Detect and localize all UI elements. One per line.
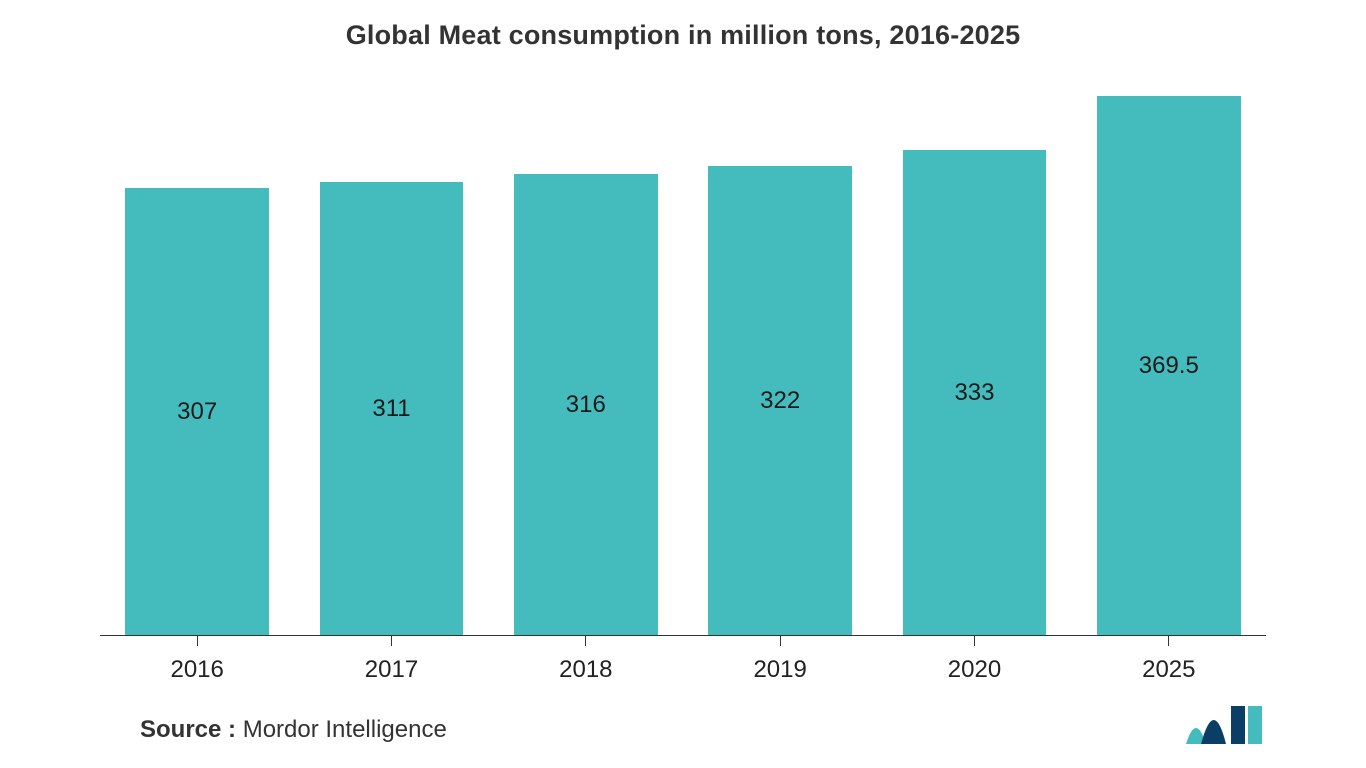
x-tick xyxy=(780,636,781,646)
bar-slot: 316 xyxy=(489,81,683,636)
x-axis-label: 2016 xyxy=(170,656,223,684)
x-axis-baseline xyxy=(100,635,1266,636)
bar-slot: 322 xyxy=(683,81,877,636)
x-label-slot: 2018 xyxy=(489,636,683,684)
x-axis-label: 2020 xyxy=(948,656,1001,684)
chart-footer: Source : Mordor Intelligence xyxy=(140,702,1266,744)
x-tick xyxy=(585,636,586,646)
bar-slot: 311 xyxy=(294,81,488,636)
x-axis-label: 2025 xyxy=(1142,656,1195,684)
bar: 333 xyxy=(903,150,1047,636)
chart-container: Global Meat consumption in million tons,… xyxy=(0,0,1366,768)
plot-area: 307 311 316 322 333 369.5 xyxy=(100,81,1266,636)
x-label-slot: 2019 xyxy=(683,636,877,684)
bar-value-label: 333 xyxy=(954,379,994,407)
x-label-slot: 2020 xyxy=(877,636,1071,684)
bar-value-label: 322 xyxy=(760,387,800,415)
x-label-slot: 2016 xyxy=(100,636,294,684)
bar: 369.5 xyxy=(1097,96,1241,636)
x-tick xyxy=(974,636,975,646)
source-value: Mordor Intelligence xyxy=(243,716,447,743)
x-axis-label: 2019 xyxy=(753,656,806,684)
x-axis-label: 2017 xyxy=(365,656,418,684)
bar-value-label: 316 xyxy=(566,391,606,419)
x-axis-labels: 2016 2017 2018 2019 2020 2025 xyxy=(100,636,1266,684)
bar-value-label: 369.5 xyxy=(1139,352,1199,380)
chart-title: Global Meat consumption in million tons,… xyxy=(40,20,1326,51)
mordor-logo-icon xyxy=(1186,702,1266,744)
x-tick xyxy=(391,636,392,646)
bar: 307 xyxy=(125,188,269,636)
x-tick xyxy=(197,636,198,646)
x-label-slot: 2025 xyxy=(1072,636,1266,684)
x-tick xyxy=(1168,636,1169,646)
bars-row: 307 311 316 322 333 369.5 xyxy=(100,81,1266,636)
bar: 311 xyxy=(320,182,464,636)
bar: 322 xyxy=(708,166,852,636)
source-attribution: Source : Mordor Intelligence xyxy=(140,716,447,744)
bar-value-label: 307 xyxy=(177,398,217,426)
bar-slot: 369.5 xyxy=(1072,81,1266,636)
x-label-slot: 2017 xyxy=(294,636,488,684)
bar-value-label: 311 xyxy=(372,395,410,423)
bar: 316 xyxy=(514,174,658,636)
source-label: Source : xyxy=(140,716,236,743)
bar-slot: 333 xyxy=(877,81,1071,636)
x-axis-label: 2018 xyxy=(559,656,612,684)
bar-slot: 307 xyxy=(100,81,294,636)
